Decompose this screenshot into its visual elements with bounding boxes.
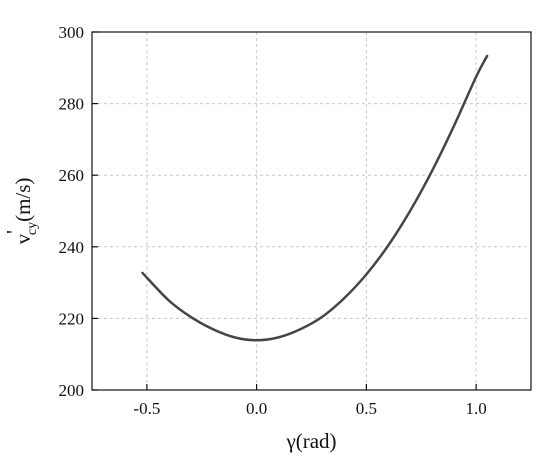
series-line [141, 54, 489, 342]
y-axis-label: v'cy(m/s) [2, 178, 40, 245]
ticks [92, 31, 477, 391]
grid-lines [92, 32, 531, 390]
x-tick-label: -0.5 [133, 399, 160, 418]
tick-labels: -0.5 0.0 0.5 1.0 200 220 240 260 280 300 [59, 23, 487, 418]
y-tick-label: 300 [59, 23, 85, 42]
x-axis-label: γ(rad) [285, 429, 336, 453]
y-tick-label: 260 [59, 166, 85, 185]
plot-frame [91, 31, 532, 391]
y-tick-label: 200 [59, 381, 85, 400]
y-axis-label-sub: cy [25, 222, 40, 235]
y-tick-label: 240 [59, 238, 85, 257]
x-tick-label: 0.0 [246, 399, 267, 418]
y-axis-label-main: v [11, 233, 35, 244]
y-axis-label-prime: ' [2, 230, 26, 234]
x-tick-label: 1.0 [466, 399, 487, 418]
y-tick-label: 220 [59, 309, 85, 328]
x-tick-label: 0.5 [356, 399, 377, 418]
y-tick-label: 280 [59, 95, 85, 114]
series-layer [141, 54, 489, 342]
y-axis-label-unit: (m/s) [11, 178, 35, 222]
